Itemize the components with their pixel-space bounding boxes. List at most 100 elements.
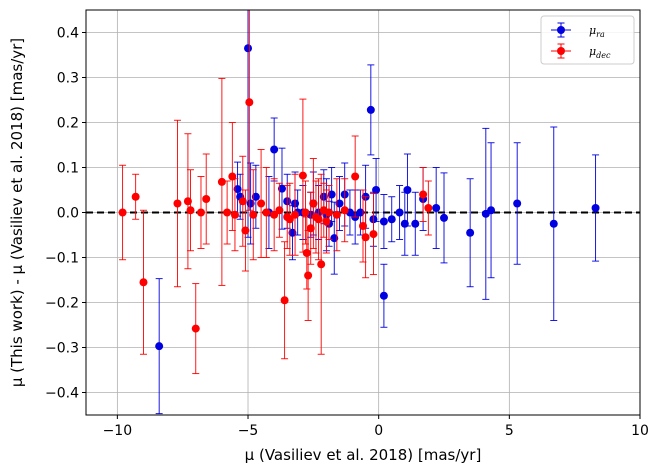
data-point bbox=[285, 182, 294, 256]
x-tick-label: 5 bbox=[505, 423, 514, 439]
x-tick-label: −10 bbox=[103, 423, 133, 439]
point-marker bbox=[487, 206, 496, 215]
point-marker bbox=[309, 199, 318, 208]
data-point bbox=[549, 126, 558, 321]
data-point bbox=[196, 176, 205, 249]
point-marker bbox=[155, 342, 164, 351]
point-marker bbox=[223, 208, 232, 217]
legend-entry-dec: μdec bbox=[551, 43, 611, 60]
point-marker bbox=[280, 296, 289, 305]
data-point bbox=[351, 135, 360, 218]
point-marker bbox=[424, 204, 433, 212]
point-marker bbox=[387, 215, 396, 224]
data-point bbox=[257, 149, 266, 258]
point-marker bbox=[262, 208, 271, 217]
y-tick-label: 0.0 bbox=[57, 206, 79, 222]
y-tick-label: −0.4 bbox=[45, 386, 79, 402]
data-point bbox=[191, 283, 200, 375]
data-point bbox=[387, 196, 396, 243]
data-point bbox=[155, 278, 164, 415]
point-marker bbox=[356, 208, 365, 217]
data-point bbox=[249, 169, 258, 261]
point-marker bbox=[230, 210, 239, 219]
data-point bbox=[291, 173, 300, 256]
point-marker bbox=[298, 171, 307, 180]
x-tick-label: 0 bbox=[374, 423, 383, 439]
data-point bbox=[270, 117, 279, 182]
point-marker bbox=[317, 260, 326, 269]
point-marker bbox=[549, 219, 558, 228]
data-point bbox=[277, 147, 286, 230]
data-point bbox=[183, 133, 192, 270]
y-tick-label: −0.1 bbox=[45, 251, 79, 267]
point-marker bbox=[340, 206, 349, 215]
series-dec bbox=[118, 10, 433, 375]
point-marker bbox=[332, 210, 341, 219]
point-marker bbox=[411, 219, 420, 228]
point-marker bbox=[275, 206, 284, 215]
point-marker bbox=[257, 199, 266, 208]
point-marker bbox=[131, 192, 140, 201]
y-tick-label: −0.3 bbox=[45, 341, 79, 357]
data-point bbox=[513, 142, 522, 265]
data-point bbox=[246, 162, 255, 245]
point-marker bbox=[379, 217, 388, 226]
data-point bbox=[379, 194, 388, 249]
point-marker bbox=[202, 195, 211, 203]
data-point bbox=[317, 173, 326, 355]
y-tick-label: 0.1 bbox=[57, 161, 79, 177]
data-point bbox=[335, 176, 344, 231]
y-tick-label: 0.3 bbox=[57, 71, 79, 87]
data-point bbox=[173, 119, 182, 288]
point-marker bbox=[361, 233, 370, 242]
data-point bbox=[325, 185, 334, 240]
point-marker bbox=[244, 44, 253, 53]
data-point bbox=[139, 209, 148, 355]
point-marker bbox=[395, 208, 404, 217]
data-point bbox=[487, 142, 496, 279]
legend-label: μra bbox=[589, 24, 605, 39]
point-marker bbox=[217, 177, 226, 186]
x-tick-label: 10 bbox=[631, 423, 649, 439]
x-axis-label: μ (Vasiliev et al. 2018) [mas/yr] bbox=[245, 446, 482, 464]
data-point bbox=[298, 98, 307, 253]
data-point bbox=[186, 169, 195, 252]
point-marker bbox=[186, 206, 195, 215]
data-point bbox=[419, 167, 428, 222]
data-point bbox=[466, 178, 475, 288]
point-marker bbox=[432, 204, 441, 212]
data-point bbox=[217, 77, 226, 286]
point-marker bbox=[369, 230, 378, 239]
data-point bbox=[481, 127, 490, 300]
point-marker bbox=[301, 208, 310, 217]
point-marker bbox=[270, 210, 279, 219]
data-point bbox=[432, 167, 441, 249]
data-point bbox=[372, 158, 381, 222]
point-marker bbox=[139, 278, 148, 287]
data-point bbox=[230, 178, 239, 252]
data-point bbox=[591, 154, 600, 262]
legend-box bbox=[540, 15, 635, 65]
point-marker bbox=[372, 186, 381, 194]
data-point bbox=[424, 180, 433, 236]
data-point bbox=[275, 182, 284, 238]
data-series bbox=[118, 10, 600, 415]
data-point bbox=[223, 180, 232, 245]
point-marker bbox=[251, 192, 260, 201]
data-point bbox=[369, 193, 378, 276]
x-tick-label: −5 bbox=[238, 423, 259, 439]
point-marker bbox=[591, 204, 600, 212]
data-point bbox=[403, 153, 412, 227]
data-point bbox=[440, 172, 449, 264]
point-marker bbox=[327, 190, 336, 199]
data-point bbox=[131, 173, 140, 220]
legend: μra μdec bbox=[540, 15, 635, 65]
axis-ticks: −10 −5 0 5 10 −0.4 −0.3 −0.2 −0.1 0.0 0.1 0.2 0.3 0.4 bbox=[45, 26, 649, 440]
point-marker bbox=[245, 98, 254, 107]
point-marker bbox=[241, 226, 250, 235]
point-marker bbox=[330, 234, 339, 243]
point-marker bbox=[314, 215, 323, 224]
point-marker bbox=[466, 228, 475, 237]
data-point bbox=[270, 178, 279, 252]
